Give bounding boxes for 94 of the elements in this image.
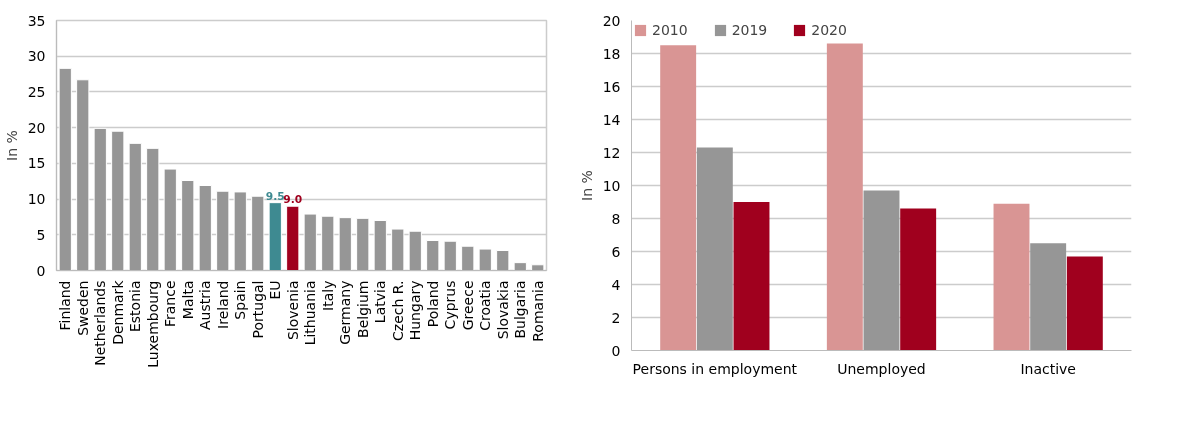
- x-tick-label: Finland: [57, 280, 74, 331]
- x-tick-label: Belgium: [354, 280, 371, 338]
- x-tick-label: Inactive: [1020, 360, 1076, 377]
- x-tick-label: Austria: [197, 280, 214, 330]
- bar: [733, 202, 770, 351]
- bar: [696, 147, 733, 351]
- bar: [513, 262, 527, 271]
- x-tick-label: Slovenia: [284, 280, 301, 341]
- y-tick-label: 4: [611, 276, 621, 293]
- bar: [93, 127, 107, 271]
- bar: [1066, 256, 1103, 351]
- y-tick-label: 10: [602, 177, 621, 194]
- bar: [216, 190, 230, 271]
- bar: [660, 45, 697, 351]
- legend-label: 2020: [811, 22, 847, 38]
- bar: [826, 43, 863, 351]
- x-tick-label: Netherlands: [92, 280, 109, 366]
- x-tick-label: Croatia: [477, 280, 494, 331]
- bar: [128, 142, 142, 271]
- bar: [863, 190, 900, 351]
- x-tick-label: Czech R.: [389, 280, 406, 341]
- bar: [408, 230, 422, 271]
- x-tick-label: Slovakia: [494, 280, 511, 340]
- y-tick-label: 5: [36, 226, 46, 243]
- y-tick-label: 10: [27, 191, 46, 208]
- y-tick-label: 16: [602, 78, 621, 95]
- bar: [900, 208, 937, 351]
- bar: [356, 217, 370, 271]
- bar: [478, 248, 492, 271]
- x-tick-label: France: [162, 280, 179, 328]
- y-axis-title: In %: [3, 130, 20, 161]
- y-tick-label: 2: [611, 309, 621, 326]
- x-tick-label: Hungary: [407, 280, 424, 341]
- bar: [268, 202, 282, 271]
- data-label: 9.0: [283, 193, 303, 207]
- bar: [286, 205, 300, 271]
- bar: [461, 245, 475, 271]
- bar: [496, 250, 510, 271]
- x-tick-label: Italy: [319, 280, 336, 311]
- legend-label: 2010: [652, 22, 688, 38]
- x-tick-label: Lithuania: [302, 280, 319, 346]
- bar: [76, 79, 90, 271]
- bar: [993, 203, 1030, 351]
- bar: [251, 195, 265, 271]
- x-tick-label: Greece: [459, 280, 476, 331]
- x-tick-label: Bulgaria: [512, 280, 529, 339]
- bar: [181, 180, 195, 271]
- x-tick-label: Poland: [424, 280, 441, 328]
- x-tick-label: Sweden: [74, 280, 91, 336]
- data-label: 9.5: [265, 189, 285, 203]
- bar: [198, 185, 212, 271]
- x-tick-label: Cyprus: [442, 280, 459, 330]
- x-tick-label: Estonia: [127, 280, 144, 333]
- bar: [426, 240, 440, 271]
- y-axis-title: In %: [578, 170, 595, 201]
- y-tick-label: 25: [27, 83, 46, 100]
- y-tick-label: 15: [27, 155, 46, 172]
- y-tick-label: 35: [27, 12, 46, 29]
- x-tick-label: Ireland: [214, 280, 231, 329]
- y-tick-label: 30: [27, 48, 46, 65]
- x-tick-label: Portugal: [249, 280, 266, 339]
- bar: [233, 191, 247, 271]
- bar: [1030, 243, 1067, 351]
- bar: [146, 147, 160, 271]
- bar: [391, 228, 405, 271]
- x-tick-label: Denmark: [109, 279, 126, 345]
- x-tick-label: Luxembourg: [144, 280, 161, 368]
- x-tick-label: Latvia: [372, 280, 389, 324]
- y-tick-label: 0: [611, 342, 621, 359]
- x-tick-label: Germany: [337, 280, 354, 345]
- bar: [163, 168, 177, 271]
- y-tick-label: 6: [611, 243, 621, 260]
- x-tick-label: Malta: [179, 280, 196, 320]
- bar: [531, 264, 545, 271]
- bar: [321, 215, 335, 271]
- x-tick-label: Persons in employment: [632, 360, 798, 377]
- bar: [303, 213, 317, 271]
- y-tick-label: 0: [36, 262, 46, 279]
- x-tick-label: Unemployed: [837, 360, 926, 377]
- x-tick-label: EU: [267, 280, 284, 300]
- y-tick-label: 20: [27, 119, 46, 136]
- legend-label: 2019: [731, 22, 768, 38]
- x-tick-label: Spain: [232, 280, 249, 320]
- y-tick-label: 20: [602, 12, 621, 29]
- bar: [373, 220, 387, 271]
- y-tick-label: 12: [602, 144, 621, 161]
- y-tick-label: 14: [602, 111, 621, 128]
- bar: [443, 240, 457, 271]
- bar: [338, 217, 352, 271]
- bar: [58, 67, 72, 271]
- y-tick-label: 18: [602, 45, 621, 62]
- x-tick-label: Romania: [529, 280, 546, 342]
- y-tick-label: 8: [611, 210, 621, 227]
- bar: [111, 130, 125, 271]
